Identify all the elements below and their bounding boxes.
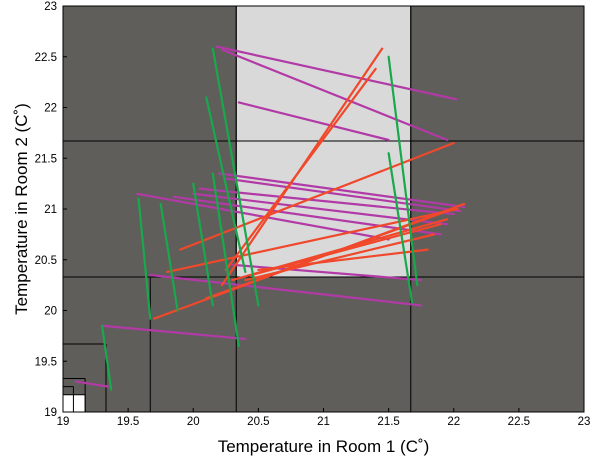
series-orange-segment bbox=[257, 248, 429, 271]
x-tick-label: 20.5 bbox=[247, 416, 269, 428]
y-tick-label: 22 bbox=[44, 103, 57, 115]
series-magenta-segment bbox=[231, 263, 423, 282]
series-magenta-segment bbox=[224, 177, 462, 213]
x-axis-ticks: 19 19.5 20 20.5 21 21.5 22 22.5 23 bbox=[57, 408, 591, 428]
x-tick-label: 21 bbox=[317, 416, 330, 428]
series-green-segment bbox=[100, 324, 113, 391]
x-tick-label: 19.5 bbox=[117, 416, 139, 428]
series-orange-segment bbox=[224, 67, 377, 271]
target-cell bbox=[62, 394, 86, 413]
series-green-segment bbox=[205, 96, 247, 274]
trajectory-series bbox=[74, 45, 466, 391]
y-tick-label: 19.5 bbox=[35, 356, 57, 368]
series-green-segment bbox=[387, 55, 419, 287]
series-magenta-segment bbox=[149, 273, 423, 307]
series-magenta-segment bbox=[215, 45, 458, 101]
series-magenta-segment bbox=[192, 192, 449, 226]
series-green-segment bbox=[192, 182, 214, 307]
series-green-segment bbox=[211, 47, 260, 307]
series-magenta-segment bbox=[237, 101, 390, 142]
series-magenta-segment bbox=[74, 380, 110, 388]
series-orange-segment bbox=[179, 141, 455, 251]
x-tick-label: 19 bbox=[57, 416, 70, 428]
series-green-segment bbox=[211, 172, 240, 348]
series-green-segment bbox=[159, 202, 179, 312]
x-tick-label: 23 bbox=[578, 416, 591, 428]
y-tick-label: 21 bbox=[44, 204, 57, 216]
series-green-segment bbox=[137, 197, 152, 320]
series-magenta-segment bbox=[218, 172, 466, 209]
series-magenta-segment bbox=[220, 48, 449, 142]
y-axis-ticks: 19 19.5 20 20.5 21 21.5 22 22.5 23 bbox=[35, 1, 67, 419]
x-tick-label: 21.5 bbox=[377, 416, 399, 428]
series-magenta-segment bbox=[100, 324, 247, 341]
y-tick-label: 23 bbox=[44, 1, 57, 13]
x-axis-label: Temperature in Room 1 (C˚) bbox=[218, 437, 430, 456]
y-tick-label: 20 bbox=[44, 306, 57, 318]
x-tick-label: 22 bbox=[447, 416, 460, 428]
x-tick-label: 22.5 bbox=[508, 416, 530, 428]
series-green-segment bbox=[387, 152, 414, 304]
y-axis-label: Temperature in Room 2 (C˚) bbox=[12, 103, 31, 315]
x-tick-label: 20 bbox=[187, 416, 200, 428]
series-magenta-segment bbox=[198, 187, 455, 216]
y-tick-label: 21.5 bbox=[35, 153, 57, 165]
y-tick-label: 19 bbox=[44, 407, 57, 419]
y-tick-label: 22.5 bbox=[35, 52, 57, 64]
y-tick-label: 20.5 bbox=[35, 255, 57, 267]
